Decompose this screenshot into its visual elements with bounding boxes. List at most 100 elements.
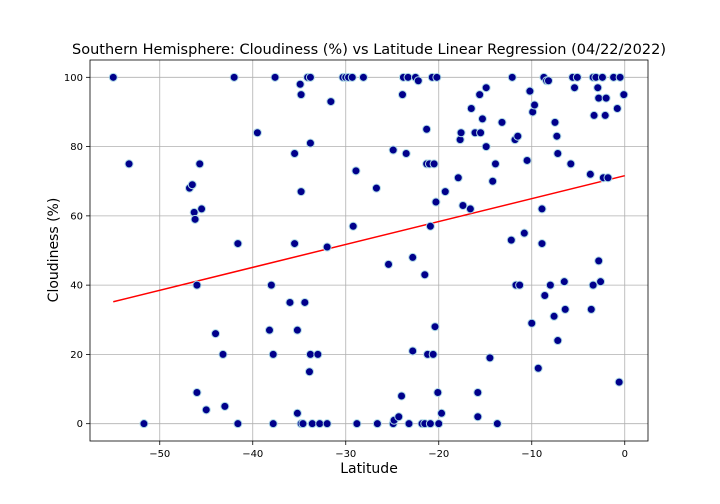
- data-point: [550, 117, 560, 127]
- data-point: [589, 110, 599, 120]
- y-axis-label: Cloudiness (%): [46, 198, 62, 303]
- y-tick-label: 40: [70, 281, 83, 292]
- x-tick-label: −30: [335, 449, 356, 460]
- data-point: [619, 90, 629, 100]
- x-tick-label: −10: [521, 449, 542, 460]
- data-point: [201, 405, 211, 415]
- data-point: [530, 100, 540, 110]
- y-tick-label: 20: [70, 350, 83, 361]
- data-point: [394, 412, 404, 422]
- data-point: [229, 72, 239, 82]
- data-point: [465, 204, 475, 214]
- y-tick-label: 0: [77, 419, 83, 430]
- data-point: [537, 239, 547, 249]
- data-point: [264, 325, 274, 335]
- data-point: [431, 197, 441, 207]
- regression-line: [113, 174, 625, 303]
- data-point: [290, 149, 300, 159]
- data-point: [533, 363, 543, 373]
- data-point: [601, 93, 611, 103]
- data-point: [490, 159, 500, 169]
- data-point: [596, 277, 606, 287]
- data-point: [268, 349, 278, 359]
- data-point: [404, 419, 414, 429]
- data-point: [295, 79, 305, 89]
- data-point: [560, 304, 570, 314]
- y-tick-label: 100: [64, 73, 83, 84]
- data-point: [525, 86, 535, 96]
- data-point: [477, 114, 487, 124]
- data-point: [192, 280, 202, 290]
- data-point: [600, 110, 610, 120]
- data-point: [322, 242, 332, 252]
- data-point: [594, 93, 604, 103]
- data-point: [197, 204, 207, 214]
- data-point: [572, 72, 582, 82]
- data-point: [270, 72, 280, 82]
- data-point: [401, 149, 411, 159]
- data-point: [553, 336, 563, 346]
- data-point: [466, 103, 476, 113]
- data-point: [507, 72, 517, 82]
- data-point: [371, 183, 381, 193]
- data-point: [566, 159, 576, 169]
- data-point: [195, 159, 205, 169]
- data-point: [403, 72, 413, 82]
- data-point: [434, 419, 444, 429]
- data-point: [420, 270, 430, 280]
- data-point: [552, 131, 562, 141]
- data-point: [211, 329, 221, 339]
- data-point: [612, 103, 622, 113]
- data-point: [305, 138, 315, 148]
- data-point: [397, 391, 407, 401]
- data-point: [615, 72, 625, 82]
- data-point: [481, 142, 491, 152]
- data-point: [313, 349, 323, 359]
- data-point: [456, 128, 466, 138]
- data-point: [513, 131, 523, 141]
- data-point: [408, 252, 418, 262]
- data-point: [537, 204, 547, 214]
- data-point: [348, 221, 358, 231]
- data-point: [408, 346, 418, 356]
- data-point: [218, 349, 228, 359]
- data-point: [298, 419, 308, 429]
- data-point: [326, 97, 336, 107]
- data-point: [413, 76, 423, 86]
- x-axis-label: Latitude: [340, 461, 398, 477]
- data-point: [597, 72, 607, 82]
- data-point: [515, 280, 525, 290]
- data-point: [233, 419, 243, 429]
- data-point: [220, 401, 230, 411]
- data-point: [593, 83, 603, 93]
- data-point: [285, 297, 295, 307]
- data-point: [553, 149, 563, 159]
- data-point: [292, 408, 302, 418]
- data-point: [305, 349, 315, 359]
- data-point: [252, 128, 262, 138]
- grid-lines: [90, 60, 648, 441]
- data-point: [519, 228, 529, 238]
- data-point: [506, 235, 516, 245]
- data-point: [190, 214, 200, 224]
- data-point: [453, 173, 463, 183]
- data-point: [322, 419, 332, 429]
- data-point: [492, 419, 502, 429]
- data-point: [351, 166, 361, 176]
- data-point: [187, 180, 197, 190]
- data-point: [315, 419, 325, 429]
- data-point: [440, 187, 450, 197]
- data-point: [290, 239, 300, 249]
- data-point: [124, 159, 134, 169]
- data-point: [473, 388, 483, 398]
- x-tick-label: −20: [428, 449, 449, 460]
- data-point: [268, 419, 278, 429]
- data-point: [384, 259, 394, 269]
- data-point: [473, 412, 483, 422]
- data-point: [358, 72, 368, 82]
- data-point: [485, 353, 495, 363]
- data-point: [425, 221, 435, 231]
- data-point: [108, 72, 118, 82]
- data-point: [527, 318, 537, 328]
